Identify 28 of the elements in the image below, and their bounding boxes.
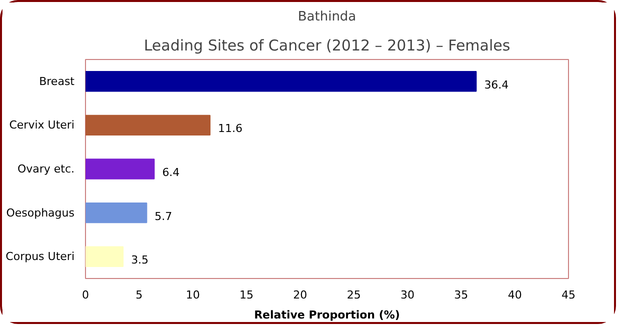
data-label: 3.5 (131, 254, 149, 267)
chart-title: Bathinda (298, 10, 356, 24)
y-tick-label: Breast (39, 74, 76, 88)
bar (86, 246, 124, 267)
x-axis-title: Relative Proportion (%) (254, 308, 400, 322)
data-label: 11.6 (218, 122, 243, 136)
x-tick-label: 35 (454, 288, 468, 302)
x-tick-label: 5 (136, 288, 143, 302)
bar (86, 202, 148, 224)
x-tick-label: 0 (82, 288, 89, 302)
bar (86, 114, 211, 136)
y-tick-label: Ovary etc. (17, 162, 74, 176)
x-tick-label: 15 (240, 288, 254, 302)
y-tick-label: Cervix Uteri (9, 118, 75, 132)
x-tick-label: 40 (508, 288, 522, 302)
bar (86, 158, 155, 180)
data-label: 6.4 (162, 166, 180, 179)
x-tick-label: 25 (346, 288, 361, 302)
x-tick-label: 10 (186, 288, 200, 302)
x-tick-label: 45 (562, 288, 576, 302)
y-tick-label: Corpus Uteri (6, 250, 75, 264)
chart-subtitle: Leading Sites of Cancer (2012 – 2013) – Females (144, 36, 510, 54)
data-label: 5.7 (154, 210, 172, 223)
bar (86, 71, 477, 92)
x-tick-label: 20 (293, 288, 308, 302)
x-tick-label: 30 (400, 288, 414, 302)
y-tick-label: Oesophagus (6, 206, 75, 220)
data-label: 36.4 (484, 78, 509, 92)
